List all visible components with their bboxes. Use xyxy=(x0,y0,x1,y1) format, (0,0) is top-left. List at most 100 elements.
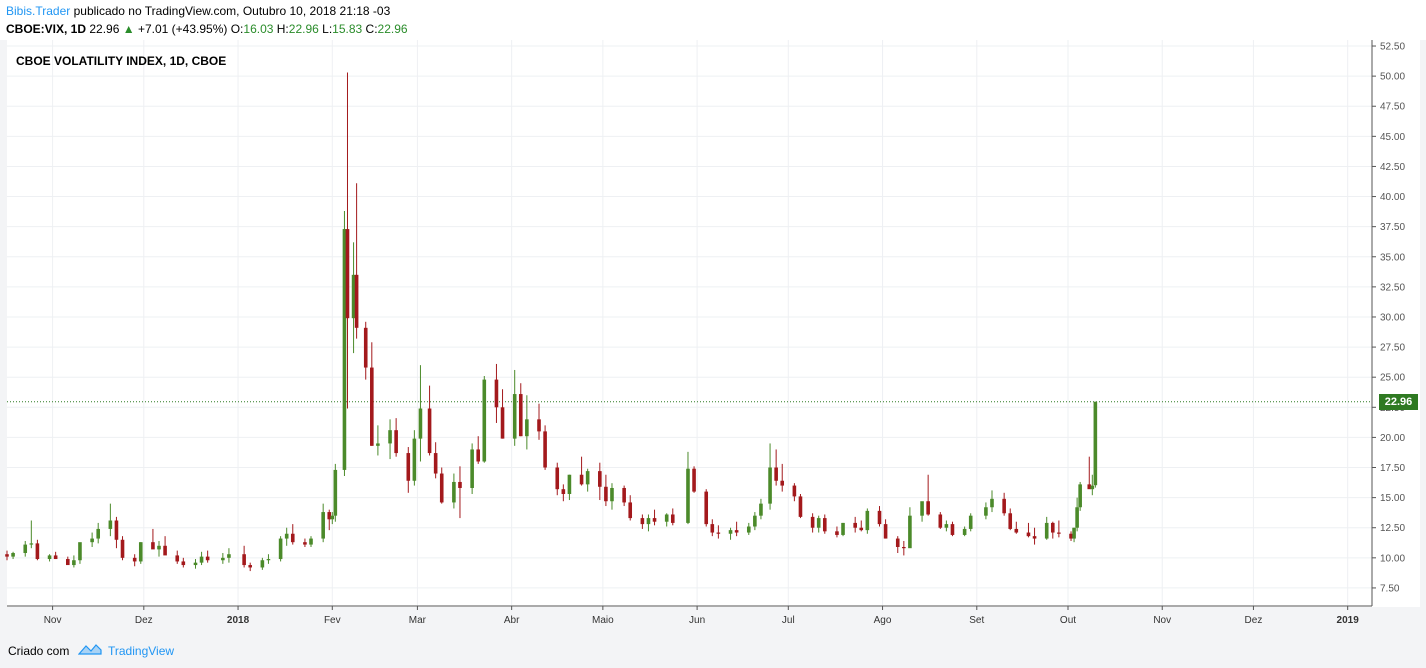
candle-down xyxy=(458,481,462,488)
candle-down xyxy=(561,489,566,495)
tradingview-logo-icon[interactable] xyxy=(78,642,102,656)
candle-up xyxy=(816,518,821,528)
y-tick-label: 52.50 xyxy=(1380,42,1405,53)
x-tick-label: Dez xyxy=(1245,615,1263,626)
candle-up xyxy=(342,229,347,470)
candle-up xyxy=(11,553,15,557)
close-value: 22.96 xyxy=(377,22,408,36)
candle-up xyxy=(412,438,417,481)
candle-up xyxy=(321,512,325,539)
candle-down xyxy=(394,430,398,454)
candle-down xyxy=(205,556,210,561)
candle-down xyxy=(604,486,608,502)
candle-up xyxy=(221,557,225,561)
candle-up xyxy=(376,443,380,446)
candle-down xyxy=(500,407,505,439)
candle-up xyxy=(1075,507,1079,528)
candle-down xyxy=(151,542,155,550)
chart-header: Bibis.Trader publicado no TradingView.co… xyxy=(0,0,1426,40)
x-tick-label: Jun xyxy=(689,615,705,626)
candle-up xyxy=(585,471,590,485)
candle-up xyxy=(920,501,924,516)
chart-area[interactable] xyxy=(7,40,1420,607)
candle-down xyxy=(628,502,633,519)
candle-down xyxy=(427,408,432,454)
candle-down xyxy=(792,485,797,497)
candle-up xyxy=(753,515,757,527)
candle-down xyxy=(1050,522,1055,533)
candle-down xyxy=(734,530,739,533)
candle-down xyxy=(53,555,58,560)
candle-down xyxy=(248,565,253,568)
candle-down xyxy=(640,518,645,525)
candle-up xyxy=(199,556,204,563)
candle-up xyxy=(72,560,76,566)
candle-down xyxy=(1026,532,1031,537)
candle-up xyxy=(418,408,423,439)
price-change: +7.01 (+43.95%) xyxy=(137,22,228,36)
symbol-label: CBOE:VIX, 1D xyxy=(6,22,87,36)
y-tick-label: 27.50 xyxy=(1380,343,1405,354)
last-price-badge: 22.96 xyxy=(1379,394,1418,410)
candle-down xyxy=(774,467,778,481)
candle-up xyxy=(96,528,101,539)
candle-down xyxy=(494,379,499,408)
candle-down xyxy=(181,561,186,566)
high-label: H: xyxy=(276,22,289,36)
candle-down xyxy=(163,545,167,556)
y-tick-label: 20.00 xyxy=(1380,433,1405,444)
candle-down xyxy=(822,518,827,532)
candle-down xyxy=(35,543,40,560)
candle-down xyxy=(120,539,125,558)
candle-down xyxy=(242,554,246,566)
candle-down xyxy=(598,471,602,487)
candle-up xyxy=(388,430,392,444)
candle-down xyxy=(518,394,523,437)
x-tick-label: Dez xyxy=(135,615,153,626)
candle-down xyxy=(579,474,584,485)
candle-up xyxy=(309,538,313,545)
x-tick-label: Nov xyxy=(44,615,62,626)
x-tick-label: Abr xyxy=(504,615,520,626)
candle-up xyxy=(728,530,733,534)
candle-up xyxy=(227,554,231,558)
x-tick-label: 2018 xyxy=(227,615,250,626)
x-tick-label: Ago xyxy=(874,615,892,626)
candle-down xyxy=(692,468,696,492)
up-arrow-icon: ▲ xyxy=(122,22,135,36)
y-tick-label: 47.50 xyxy=(1380,102,1405,113)
candle-down xyxy=(1069,533,1073,539)
candlestick-chart[interactable]: 7.5010.0012.5015.0017.5020.0022.5025.002… xyxy=(0,0,1426,630)
candle-down xyxy=(1002,498,1006,514)
publisher-link[interactable]: Bibis.Trader xyxy=(6,4,71,18)
candle-down xyxy=(704,491,709,525)
candle-down xyxy=(895,538,900,547)
low-label: L: xyxy=(322,22,333,36)
candle-up xyxy=(351,274,356,319)
candle-up xyxy=(29,543,34,545)
y-tick-label: 50.00 xyxy=(1380,72,1405,83)
candle-up xyxy=(138,542,143,562)
chart-title: CBOE VOLATILITY INDEX, 1D, CBOE xyxy=(16,54,227,68)
candle-up xyxy=(23,544,28,554)
candle-up xyxy=(944,524,949,528)
candle-down xyxy=(670,514,675,523)
candle-up xyxy=(266,559,271,561)
candle-down xyxy=(1032,536,1037,539)
candle-up xyxy=(78,542,82,561)
candle-up xyxy=(908,515,912,549)
candle-up xyxy=(260,560,265,568)
tradingview-link[interactable]: TradingView xyxy=(108,644,175,658)
x-tick-label: 2019 xyxy=(1337,615,1360,626)
candle-down xyxy=(406,453,411,481)
candle-up xyxy=(984,507,988,516)
candle-up xyxy=(1090,485,1095,490)
candle-down xyxy=(810,516,815,528)
x-tick-label: Set xyxy=(969,615,984,626)
candle-down xyxy=(938,514,943,528)
candle-down xyxy=(175,555,180,562)
candle-up xyxy=(1044,522,1049,539)
candle-up xyxy=(284,533,289,539)
candle-up xyxy=(193,562,198,566)
open-value: 16.03 xyxy=(243,22,274,36)
